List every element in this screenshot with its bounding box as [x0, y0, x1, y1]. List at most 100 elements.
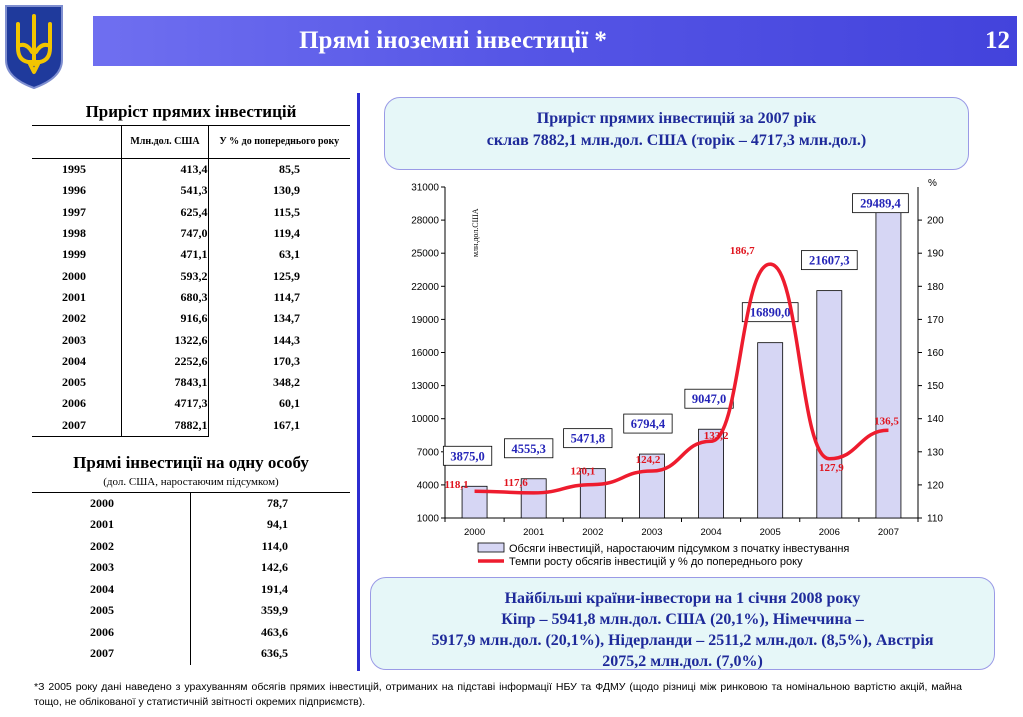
per-capita-title: Прямі інвестиції на одну особу	[73, 453, 309, 472]
year-cell: 2007	[32, 414, 122, 437]
table-row: 1997 625,4 115,5	[32, 201, 350, 223]
investment-chart: 1000 4000 7000 10000 13000 16000 19000 22000 250…	[411, 178, 944, 568]
table-row: 2007 636,5	[32, 643, 350, 665]
legend-bar-label: Обсяги інвестицій, наростаючим підсумком…	[509, 543, 849, 555]
x-tick-label: 2005	[760, 527, 781, 538]
x-tick-label: 2000	[464, 527, 485, 538]
legend-line-label: Темпи росту обсягів інвестицій у % до по…	[509, 556, 803, 568]
line-data-label: 133,2	[704, 430, 729, 442]
table-row: 2005 359,9	[32, 600, 350, 622]
col-header-percent: У % до попереднього року	[207, 125, 350, 159]
table-row: 2002 916,6 134,7	[32, 308, 350, 330]
bar	[698, 428, 724, 519]
table-row: 2001 94,1	[32, 514, 350, 536]
bar-label-box	[852, 193, 909, 214]
y-right-tick-label: 200	[927, 216, 944, 227]
y-left-tick-label: 13000	[411, 381, 439, 392]
bar-label-box	[563, 428, 613, 449]
table-row: 1998 747,0 119,4	[32, 222, 350, 245]
y-left-tick-label: 1000	[417, 514, 440, 525]
bar	[639, 453, 665, 519]
table-row: 2006 4717,3 60,1	[32, 393, 350, 415]
value-cell: 593,2	[121, 265, 208, 287]
value-cell: 142,6	[189, 557, 350, 579]
line-data-label: 136,5	[874, 415, 899, 427]
y-right-tick-label: 160	[927, 348, 944, 359]
callout-bottom: Найбільші країни-інвестори на 1 січня 20…	[370, 577, 995, 670]
y-right-tick-label: 180	[927, 282, 944, 293]
percent-cell: 114,7	[207, 286, 350, 309]
percent-cell: 85,5	[207, 158, 350, 181]
year-cell: 1996	[62, 183, 86, 198]
value-cell: 7882,1	[121, 414, 208, 437]
percent-cell: 115,5	[207, 201, 350, 223]
table-row: 1996 541,3 130,9	[32, 180, 350, 202]
bar	[875, 203, 902, 519]
x-tick-label: 2007	[878, 527, 899, 538]
value-cell: 541,3	[121, 180, 208, 202]
table-row: 2004 191,4	[32, 578, 350, 600]
y-right-tick-label: 170	[927, 315, 944, 326]
year-cell: 1998	[62, 226, 86, 241]
percent-cell: 348,2	[207, 371, 350, 394]
year-cell: 2004	[90, 581, 114, 596]
bar-data-label: 9047,0	[692, 392, 726, 406]
callout-top-line2: склав 7882,1 млн.дол. США (торік – 4717,…	[486, 132, 867, 149]
line-data-label: 127,9	[819, 462, 844, 474]
callout-bottom-line4: 2075,2 млн.дол. (7,0%)	[602, 653, 763, 670]
callout-top-line1: Приріст прямих інвестицій за 2007 рік	[536, 110, 817, 127]
value-cell: 680,3	[121, 286, 208, 309]
value-cell: 4717,3	[121, 393, 208, 415]
line-data-label: 124,2	[636, 454, 661, 466]
table-row: 2003 1322,6 144,3	[32, 329, 350, 351]
year-cell: 2006	[62, 396, 86, 411]
x-tick-label: 2002	[582, 527, 603, 538]
y-left-tick-label: 10000	[411, 414, 439, 425]
bar-label-box	[741, 302, 799, 323]
value-cell: 471,1	[121, 244, 208, 266]
percent-cell: 134,7	[207, 308, 350, 330]
bar-data-label: 5471,8	[571, 432, 605, 446]
value-cell: 191,4	[189, 578, 350, 600]
x-tick-label: 2001	[523, 527, 544, 538]
x-tick-label: 2004	[700, 527, 721, 538]
year-cell: 2005	[90, 603, 114, 618]
y-left-tick-label: 25000	[411, 249, 439, 260]
investment-table-title: Приріст прямих інвестицій	[85, 102, 297, 121]
value-cell: 747,0	[121, 222, 208, 245]
bar-label-box	[442, 445, 493, 466]
table-row: 2001 680,3 114,7	[32, 286, 350, 309]
per-capita-table: 2000 78,7 2001 94,1 2002 114,0 2003 142,6 2004 19…	[32, 492, 350, 665]
value-cell: 359,9	[189, 600, 350, 622]
bar-data-label: 29489,4	[860, 197, 901, 211]
table-row: 2007 7882,1 167,1	[32, 414, 350, 437]
bar	[757, 342, 784, 519]
y-right-tick-label: 130	[927, 447, 944, 458]
page-number: 12	[985, 27, 1010, 54]
percent-cell: 144,3	[207, 329, 350, 351]
y-left-tick-label: 28000	[411, 216, 439, 227]
percent-cell: 63,1	[207, 244, 350, 266]
percent-cell: 119,4	[207, 222, 350, 245]
table-row: 2003 142,6	[32, 557, 350, 579]
y-left-tick-label: 7000	[417, 447, 440, 458]
x-tick-label: 2003	[641, 527, 662, 538]
vertical-divider	[357, 93, 360, 671]
year-cell: 1995	[62, 162, 86, 177]
line-data-label: 118,1	[444, 479, 468, 491]
value-cell: 413,4	[121, 158, 208, 181]
y-right-tick-label: 120	[927, 480, 944, 491]
table-row: 2005 7843,1 348,2	[32, 371, 350, 394]
year-cell: 2002	[90, 538, 114, 553]
x-tick-label: 2006	[819, 527, 840, 538]
y-right-tick-label: 150	[927, 381, 944, 392]
year-cell: 2001	[90, 517, 114, 532]
value-cell: 2252,6	[121, 350, 208, 372]
year-cell: 2000	[32, 492, 190, 514]
value-cell: 114,0	[189, 535, 350, 557]
title-bar	[93, 16, 1017, 66]
bar-data-label: 3875,0	[450, 449, 484, 463]
value-cell: 463,6	[189, 621, 350, 643]
value-cell: 916,6	[121, 308, 208, 330]
value-cell: 1322,6	[121, 329, 208, 351]
